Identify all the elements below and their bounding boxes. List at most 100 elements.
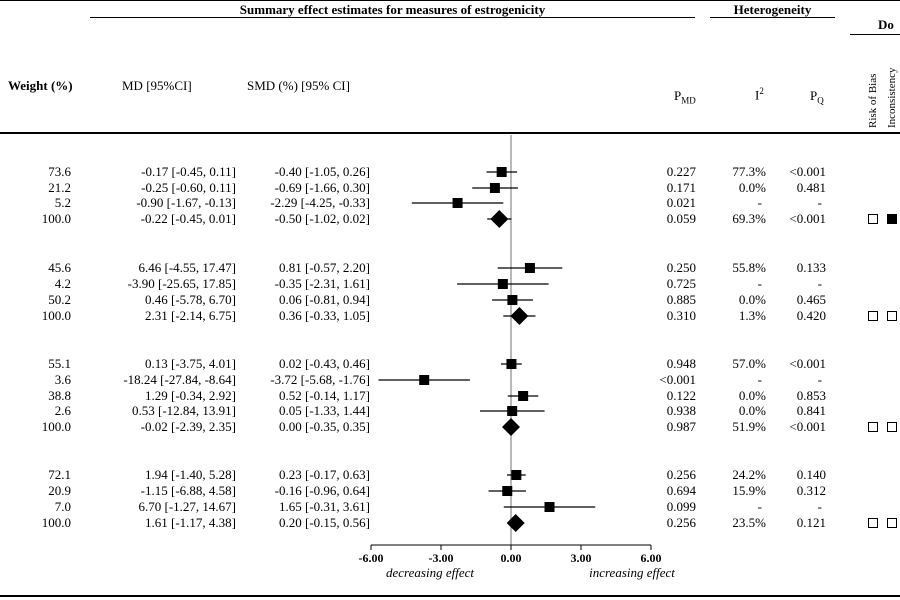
pmd-cell: 0.021 — [666, 195, 696, 210]
md-cell: -0.17 [-0.45, 0.11] — [141, 164, 236, 179]
summary-diamond — [510, 307, 529, 325]
pmd-cell: 0.250 — [666, 260, 696, 275]
pq-cell: <0.001 — [789, 211, 826, 226]
pq-header-sub: Q — [817, 95, 824, 106]
pq-cell: - — [817, 372, 822, 387]
pmd-cell: 0.310 — [666, 308, 696, 323]
summary-diamond — [506, 514, 525, 532]
x-tick-label: -6.00 — [359, 551, 384, 565]
weight-cell: 38.8 — [48, 388, 71, 403]
md-cell: 0.46 [-5.78, 6.70] — [145, 292, 236, 307]
i2-cell: 55.8% — [732, 260, 766, 275]
i2-header-main: I — [755, 87, 760, 103]
point-estimate-square — [511, 470, 522, 480]
weight-column-header: Weight (%) — [8, 78, 73, 93]
pmd-cell: 0.227 — [666, 164, 696, 179]
smd-cell: 0.00 [-0.35, 0.35] — [279, 419, 370, 434]
i2-cell: 24.2% — [732, 467, 766, 482]
i2-cell: 0.0% — [738, 403, 766, 418]
pmd-column-header: PMD — [674, 88, 696, 106]
point-estimate-square — [419, 375, 430, 385]
smd-cell: 0.23 [-0.17, 0.63] — [279, 467, 370, 482]
i2-cell: 23.5% — [732, 515, 766, 530]
md-cell: -0.25 [-0.60, 0.11] — [141, 180, 236, 195]
md-cell: 6.70 [-1.27, 14.67] — [138, 499, 237, 514]
pq-cell: <0.001 — [789, 164, 826, 179]
md-cell: 1.61 [-1.17, 4.38] — [145, 515, 236, 530]
md-cell: 1.29 [-0.34, 2.92] — [145, 388, 236, 403]
pq-column-header: PQ — [810, 88, 824, 106]
heterogeneity-group-underline — [710, 17, 835, 18]
i2-cell: 1.3% — [738, 308, 766, 323]
summary-group-underline — [90, 17, 695, 18]
md-cell: 1.94 [-1.40, 5.28] — [145, 467, 236, 482]
risk-of-bias-box — [868, 422, 878, 432]
smd-cell: 0.52 [-0.14, 1.17] — [279, 388, 370, 403]
pmd-cell: 0.256 — [666, 515, 696, 530]
pmd-header-sub: MD — [681, 95, 696, 106]
i2-cell: - — [757, 372, 762, 387]
pmd-cell: 0.725 — [666, 276, 696, 291]
pq-cell: - — [817, 276, 822, 291]
smd-cell: -0.40 [-1.05, 0.26] — [274, 164, 370, 179]
summary-group-header: Summary effect estimates for measures of… — [239, 2, 546, 17]
smd-cell: -0.35 [-2.31, 1.61] — [274, 276, 370, 291]
weight-cell: 100.0 — [41, 211, 71, 226]
pq-cell: - — [817, 195, 822, 210]
pmd-cell: 0.987 — [666, 419, 696, 434]
pmd-cell: 0.885 — [666, 292, 696, 307]
point-estimate-square — [518, 391, 529, 401]
weight-cell: 20.9 — [48, 483, 71, 498]
pq-cell: 0.420 — [796, 308, 826, 323]
table-bottom-rule — [0, 595, 900, 597]
smd-cell: 1.65 [-0.31, 3.61] — [279, 499, 370, 514]
weight-cell: 3.6 — [54, 372, 71, 387]
pmd-cell: 0.256 — [666, 467, 696, 482]
weight-cell: 72.1 — [48, 467, 71, 482]
pq-cell: - — [817, 499, 822, 514]
smd-cell: -0.69 [-1.66, 0.30] — [274, 180, 370, 195]
i2-cell: - — [757, 499, 762, 514]
pmd-cell: 0.938 — [666, 403, 696, 418]
pmd-cell: 0.099 — [666, 499, 696, 514]
weight-cell: 50.2 — [48, 292, 71, 307]
weight-cell: 7.0 — [54, 499, 71, 514]
pmd-cell: 0.059 — [666, 211, 696, 226]
inconsistency-box — [887, 311, 897, 321]
point-estimate-square — [489, 183, 500, 193]
weight-cell: 4.2 — [54, 276, 71, 291]
weight-cell: 21.2 — [48, 180, 71, 195]
md-cell: -0.22 [-0.45, 0.01] — [140, 211, 236, 226]
pq-cell: <0.001 — [789, 356, 826, 371]
point-estimate-square — [507, 295, 518, 305]
smd-cell: 0.05 [-1.33, 1.44] — [279, 403, 370, 418]
i2-cell: 51.9% — [732, 419, 766, 434]
do-group-header: Do — [878, 17, 894, 32]
smd-cell: -0.50 [-1.02, 0.02] — [274, 211, 370, 226]
smd-column-header: SMD (%) [95% CI] — [247, 78, 350, 93]
smd-cell: -3.72 [-5.68, -1.76] — [270, 372, 370, 387]
md-cell: 6.46 [-4.55, 17.47] — [138, 260, 237, 275]
md-cell: 2.31 [-2.14, 6.75] — [145, 308, 236, 323]
i2-header-sup: 2 — [759, 86, 764, 96]
x-tick-label: 3.00 — [571, 551, 592, 565]
inconsistency-box — [887, 518, 897, 528]
x-tick-label: 0.00 — [501, 551, 522, 565]
x-tick-label: 6.00 — [641, 551, 662, 565]
top-rule — [0, 0, 900, 1]
increasing-effect-label: increasing effect — [589, 565, 675, 580]
smd-cell: 0.20 [-0.15, 0.56] — [279, 515, 370, 530]
pmd-cell: 0.171 — [666, 180, 696, 195]
pq-cell: 0.853 — [796, 388, 826, 403]
i2-cell: - — [757, 276, 762, 291]
weight-cell: 73.6 — [48, 164, 71, 179]
i2-cell: 77.3% — [732, 164, 766, 179]
do-group-underline — [850, 34, 900, 35]
md-cell: -18.24 [-27.84, -8.64] — [123, 372, 236, 387]
i2-cell: 57.0% — [732, 356, 766, 371]
smd-cell: -2.29 [-4.25, -0.33] — [270, 195, 370, 210]
risk-of-bias-box — [868, 311, 878, 321]
heterogeneity-group-header: Heterogeneity — [733, 2, 812, 17]
weight-cell: 45.6 — [48, 260, 71, 275]
